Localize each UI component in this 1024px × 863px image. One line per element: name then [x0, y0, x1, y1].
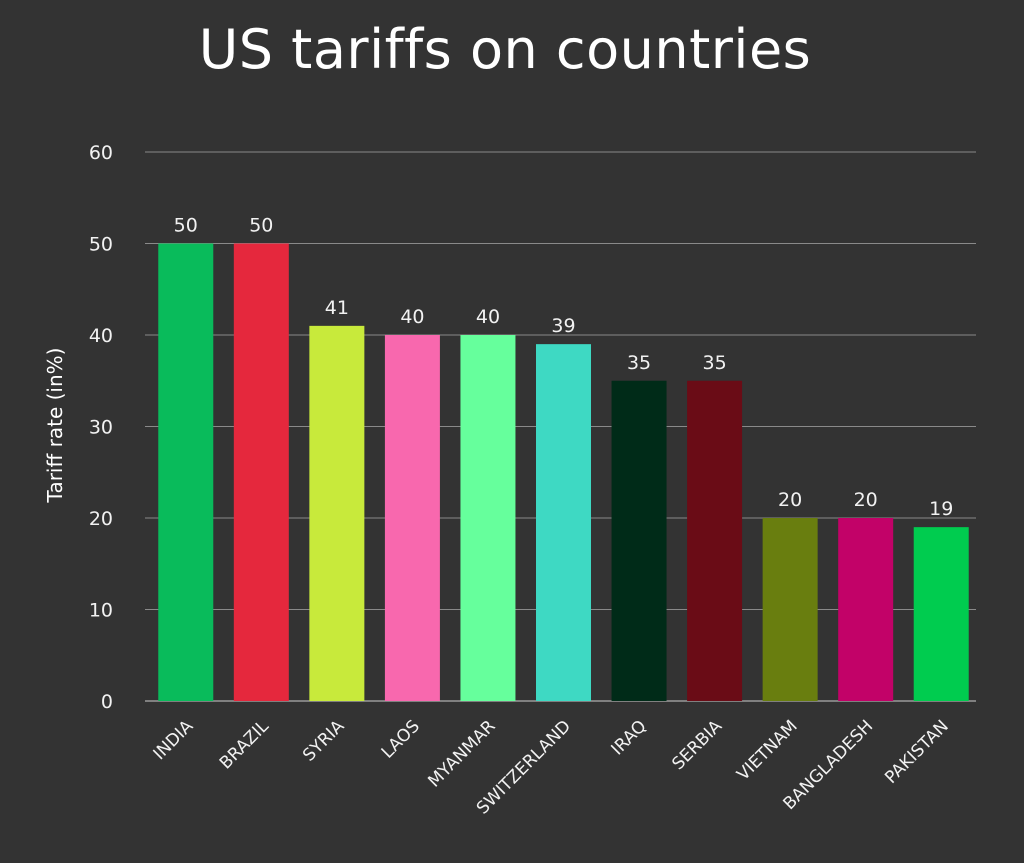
data-label: 40 [476, 306, 500, 328]
data-label: 35 [627, 352, 651, 374]
y-tick-label: 0 [101, 691, 113, 713]
chart-title: US tariffs on countries [198, 18, 812, 81]
bar-switzerland [536, 344, 591, 701]
bar-brazil [233, 243, 289, 701]
x-category-label: BRAZIL [216, 716, 273, 773]
y-tick-label: 10 [89, 600, 113, 622]
x-category-label: LAOS [378, 716, 424, 762]
bar-syria [309, 325, 365, 701]
data-label: 35 [702, 352, 726, 374]
bar-bangladesh [838, 518, 894, 701]
y-axis-ticks: 0 10 20 30 40 50 60 [89, 142, 113, 713]
data-label: 20 [778, 489, 802, 511]
bar-india [158, 243, 214, 701]
data-label: 41 [325, 297, 349, 319]
y-tick-label: 40 [89, 325, 113, 347]
bar-pakistan [913, 527, 969, 701]
data-label: 19 [929, 498, 953, 520]
x-category-label: MYANMAR [424, 716, 499, 791]
data-label: 40 [400, 306, 424, 328]
data-labels: 50 50 41 40 40 39 35 35 20 20 19 [174, 215, 954, 521]
data-label: 20 [854, 489, 878, 511]
x-category-label: SYRIA [299, 716, 348, 765]
bar-myanmar [460, 335, 516, 701]
bar-laos [384, 335, 440, 701]
bar-vietnam [762, 518, 818, 701]
y-tick-label: 20 [89, 508, 113, 530]
data-label: 50 [174, 215, 198, 237]
x-category-label: PAKISTAN [881, 716, 953, 788]
x-category-label: VIETNAM [733, 716, 801, 784]
x-category-label: SERBIA [668, 716, 726, 774]
y-tick-label: 50 [89, 234, 113, 256]
y-axis-title: Tariff rate (in%) [43, 348, 67, 504]
x-category-label: IRAQ [608, 716, 651, 759]
x-category-label: INDIA [150, 716, 198, 764]
bar-serbia [687, 380, 743, 701]
bars [158, 243, 969, 701]
bar-iraq [611, 380, 667, 701]
data-label: 50 [249, 215, 273, 237]
y-tick-label: 30 [89, 417, 113, 439]
data-label: 39 [551, 315, 575, 337]
y-tick-label: 60 [89, 142, 113, 164]
